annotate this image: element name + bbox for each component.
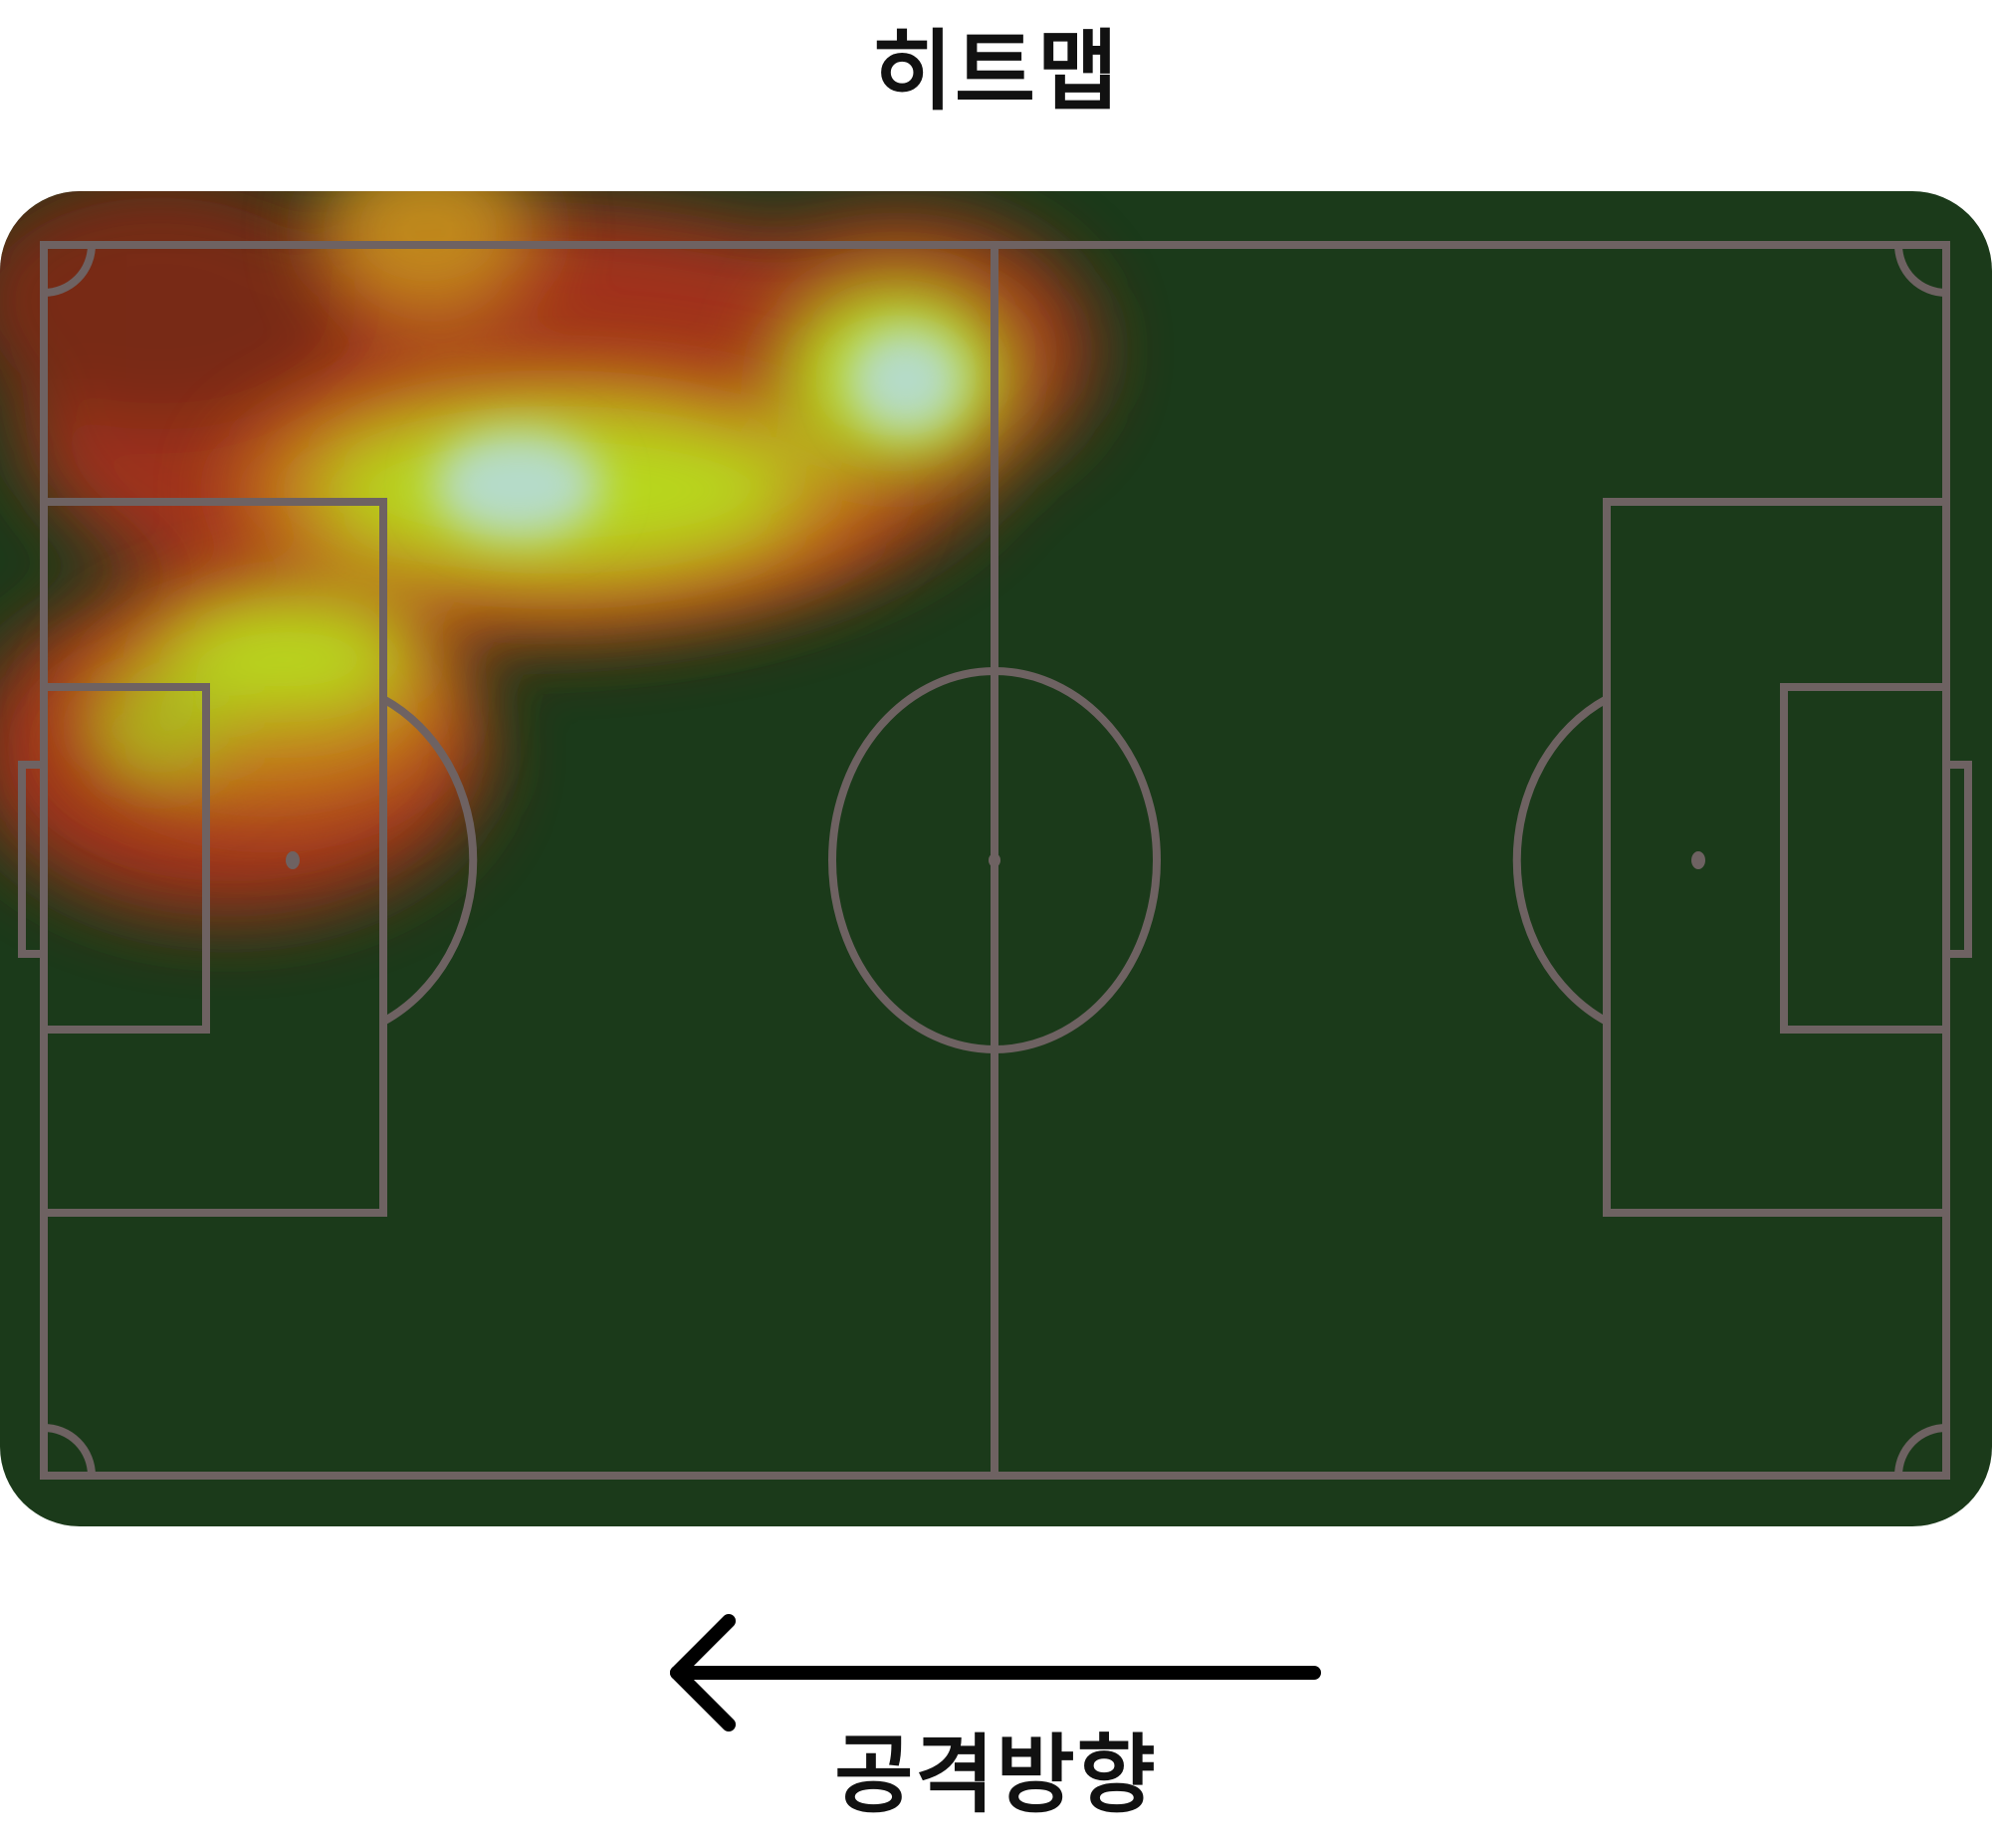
attack-direction-label: 공격방향 [834, 1726, 1158, 1825]
left-goal [18, 761, 48, 958]
corner-arc-bottom-left [43, 1424, 96, 1477]
pitch-spots [286, 851, 1705, 869]
corner-arc-top-right [1894, 244, 1947, 297]
right-goal [1942, 761, 1972, 958]
heatmap-title: 히트맵 [872, 20, 1120, 122]
right-penalty-arc [1512, 695, 1609, 1026]
centre-spot [989, 853, 1000, 867]
left-penalty-arc [381, 695, 478, 1026]
heatmap-pitch [0, 191, 1992, 1526]
corner-arc-bottom-right [1894, 1424, 1947, 1477]
left-arrow-icon [670, 1614, 1321, 1732]
left-penalty-spot [286, 851, 300, 869]
right-penalty-spot [1691, 851, 1705, 869]
pitch-svg [0, 191, 1992, 1526]
centre-circle [828, 667, 1161, 1053]
heat-layer [0, 191, 1095, 918]
corner-arc-top-left [43, 244, 96, 297]
attack-direction: 공격방향 [0, 1593, 1992, 1848]
